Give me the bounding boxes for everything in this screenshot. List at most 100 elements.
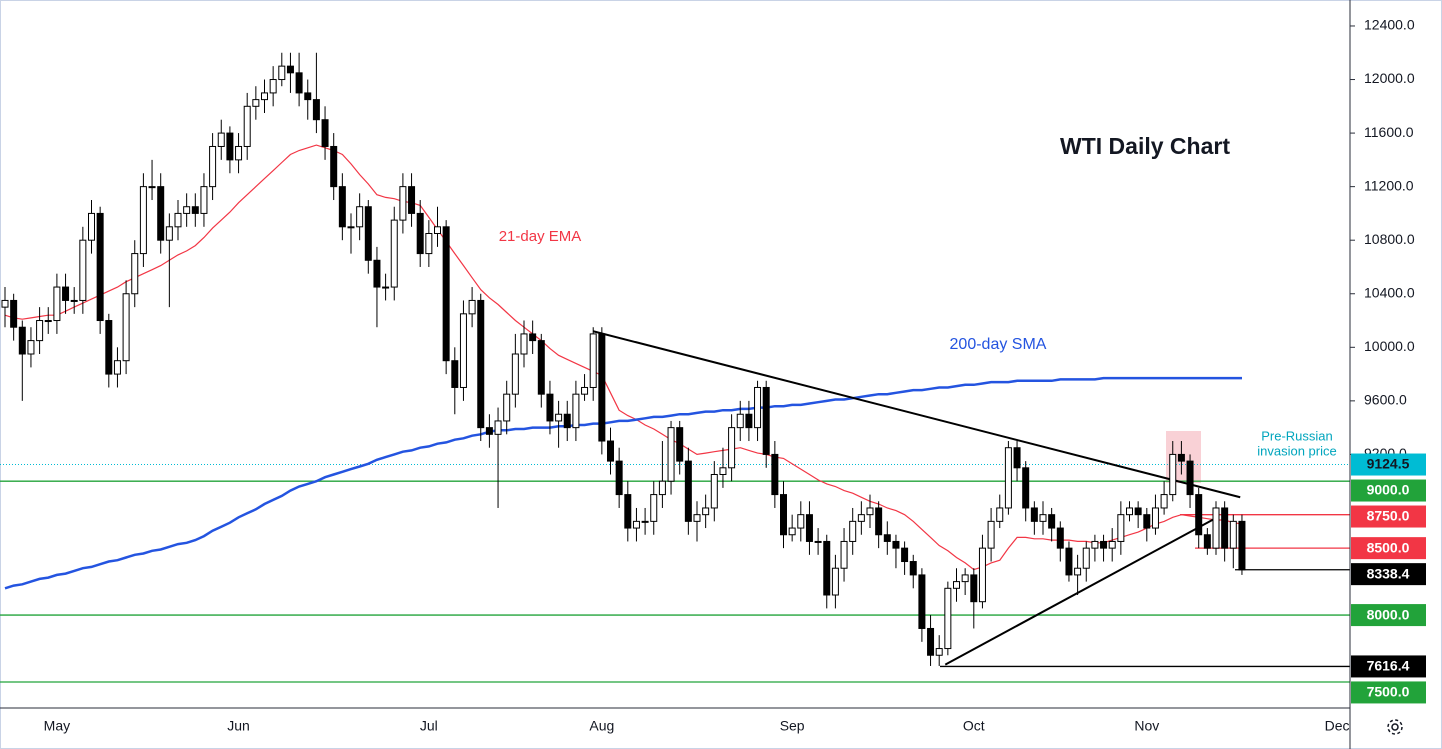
candle-body — [1186, 460, 1194, 496]
candle-body — [53, 286, 61, 322]
candle-body — [1100, 540, 1108, 549]
candle-body — [243, 105, 251, 147]
candle-body — [935, 648, 943, 656]
candle-body — [200, 186, 208, 214]
candle-body — [1177, 453, 1185, 462]
candle-body — [1048, 514, 1056, 529]
candle-body — [105, 320, 113, 375]
candle-body — [840, 540, 848, 569]
candle-body — [563, 413, 571, 429]
candle-body — [710, 473, 718, 509]
candle-body — [909, 561, 917, 576]
candle-body — [79, 239, 87, 301]
candle-body — [1065, 547, 1073, 576]
y-tick-label: 11600.0 — [1364, 124, 1414, 140]
levels — [0, 464, 1350, 683]
candle-body — [736, 413, 744, 429]
x-tick-label: Dec — [1325, 718, 1350, 734]
candle-body — [356, 206, 364, 228]
level-label-box — [1351, 505, 1426, 528]
candle-body — [589, 333, 597, 388]
candle-body — [918, 574, 926, 629]
candle-body — [44, 320, 52, 323]
candle-body — [286, 65, 294, 74]
candle-body — [382, 286, 390, 289]
annotation: invasion price — [1257, 443, 1337, 458]
annotation: Pre-Russian — [1261, 428, 1333, 443]
candle-body — [10, 299, 18, 328]
candle-body — [520, 333, 528, 355]
candle-body — [780, 494, 787, 536]
candle-body — [312, 99, 320, 121]
candle-body — [814, 540, 822, 543]
x-tick-label: Nov — [1134, 718, 1159, 734]
x-tick-label: May — [44, 718, 70, 734]
x-tick-label: Sep — [780, 718, 805, 734]
plot-area: May Jun Jul Aug Sep Oct Nov Dec — [0, 52, 1350, 734]
trendline — [592, 330, 1241, 499]
candle-body — [347, 226, 355, 229]
level-label-box — [1351, 681, 1426, 704]
candle-body — [1238, 520, 1246, 571]
candle-body — [676, 427, 684, 462]
candle-body — [693, 514, 701, 522]
moving-average-line — [4, 144, 1243, 571]
candle-body — [650, 494, 658, 522]
candle-body — [927, 627, 935, 656]
chart-title: WTI Daily Chart — [1060, 133, 1230, 159]
candle-body — [1151, 507, 1159, 529]
candle-body — [27, 340, 35, 355]
candle-body — [1221, 507, 1229, 549]
candle-body — [1169, 453, 1177, 496]
candle-body — [875, 507, 883, 536]
candle-body — [18, 326, 26, 355]
candle-body — [459, 313, 467, 388]
candle-body — [598, 333, 606, 442]
candle-body — [866, 507, 874, 516]
candle-body — [399, 186, 407, 221]
candle-body — [728, 427, 736, 469]
candle-body — [416, 212, 424, 255]
x-tick-label: Oct — [963, 718, 985, 734]
y-tick-label: 10800.0 — [1364, 231, 1415, 247]
y-tick-label: 11200.0 — [1364, 177, 1414, 193]
candle-body — [1074, 567, 1082, 576]
level-label: 9124.5 — [1367, 456, 1410, 472]
candle-body — [572, 393, 580, 429]
candle-body — [555, 413, 563, 422]
candle-body — [252, 99, 260, 107]
candle-body — [892, 540, 900, 549]
candle-body — [139, 186, 147, 255]
candle-body — [1160, 494, 1168, 509]
x-tick-label: Aug — [589, 718, 614, 734]
candle-body — [1108, 540, 1116, 549]
candle-body — [797, 514, 805, 529]
candle-body — [624, 494, 632, 529]
x-tick-label: Jun — [227, 718, 250, 734]
candle-body — [174, 212, 182, 228]
settings-icon[interactable] — [1387, 719, 1403, 735]
level-label-box — [1351, 563, 1426, 586]
candle-body — [702, 507, 710, 516]
candle-body — [321, 119, 329, 147]
candle-body — [883, 534, 891, 542]
candle-body — [719, 467, 727, 475]
price-axis: 12400.0 12000.0 11600.0 11200.0 10800.0 10400… — [1350, 17, 1426, 704]
candle-body — [970, 574, 978, 603]
candle-body — [788, 527, 796, 536]
candle-body — [961, 574, 969, 583]
candle-body — [235, 145, 243, 161]
candle-body — [485, 427, 493, 435]
candle-body — [641, 520, 649, 523]
candle-body — [1082, 547, 1090, 569]
candle-body — [304, 92, 312, 101]
candle-body — [88, 212, 95, 241]
candle-body — [278, 65, 286, 81]
candle-body — [1143, 514, 1151, 529]
candle-body — [1195, 494, 1203, 536]
candle-body — [503, 393, 511, 422]
candle-body — [805, 514, 813, 542]
candle-body — [1030, 507, 1038, 522]
